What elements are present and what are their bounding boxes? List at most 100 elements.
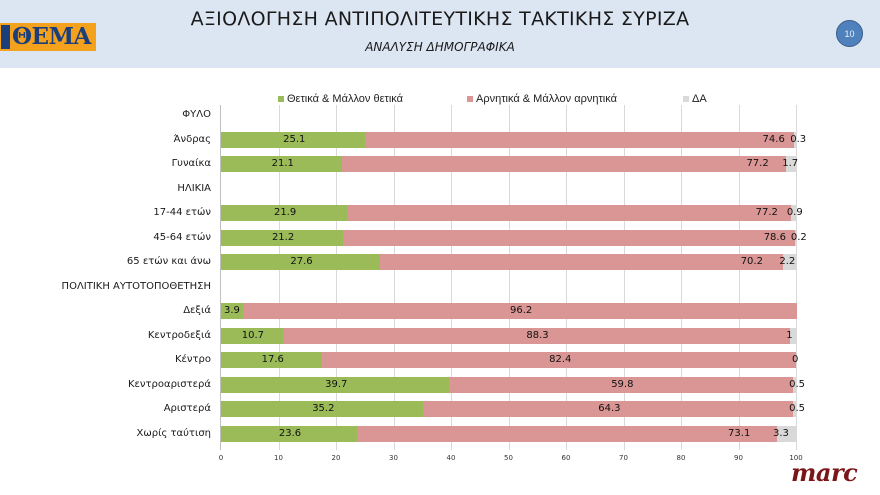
proto-thema-logo: ΘΕΜΑ <box>0 23 96 51</box>
bar-segment-dk <box>790 327 796 344</box>
category-label: Κεντροδεξιά <box>147 329 211 341</box>
data-label: 82.4 <box>549 354 572 365</box>
legend-label-dk: ΔΑ <box>692 93 707 105</box>
page-number-badge: 10 <box>836 20 863 47</box>
gridline <box>393 105 395 450</box>
category-label: Δεξιά <box>183 305 211 316</box>
x-axis-tick: 60 <box>561 454 571 462</box>
data-label: 59.8 <box>611 378 634 390</box>
legend-label-positive: Θετικά & Μάλλον θετικά <box>287 93 403 105</box>
data-label: 0.9 <box>786 207 803 218</box>
x-axis-tick: 80 <box>676 454 686 462</box>
data-label: 10.7 <box>241 329 265 341</box>
data-label: 96.2 <box>510 305 533 316</box>
bar-segment-dk <box>777 425 796 442</box>
legend-swatch-dk <box>683 96 689 102</box>
gridline <box>681 105 682 450</box>
bar-segment-negative <box>342 156 787 172</box>
bar-segment-dk <box>794 229 796 246</box>
gridline <box>566 105 567 450</box>
data-label: 23.6 <box>278 427 302 439</box>
bar-segment-negative <box>342 229 795 246</box>
category-label: ΠΟΛΙΤΙΚΗ ΑΥΤΟΤΟΠΟΘΕΤΗΣΗ <box>61 280 211 292</box>
data-label: 88.3 <box>526 329 549 341</box>
category-label: Κέντρο <box>174 354 211 365</box>
x-axis-tick: 70 <box>619 454 628 462</box>
data-label: 73.1 <box>728 427 751 439</box>
x-axis-tick: 40 <box>446 454 456 462</box>
logo-text: ΘΕΜΑ <box>12 23 91 50</box>
data-label: 74.6 <box>762 133 785 145</box>
data-label: 27.6 <box>290 256 313 267</box>
category-label: 45-64 ετών <box>153 231 211 243</box>
x-axis-tick: 20 <box>331 454 341 462</box>
bar-segment-negative <box>379 254 784 270</box>
data-label: 39.7 <box>325 378 348 390</box>
category-label: Κεντροαριστερά <box>127 378 211 390</box>
data-label: 25.1 <box>283 133 306 145</box>
category-label: 65 ετών και άνω <box>126 256 211 267</box>
chart-legend: Θετικά & Μάλλον θετικά Αρνητικά & Μάλλον… <box>0 93 880 109</box>
bar-segment-positive <box>221 352 323 368</box>
legend-swatch-positive <box>278 96 284 102</box>
bar-segment-negative <box>356 425 777 442</box>
data-label: 77.2 <box>746 158 769 169</box>
bar-segment-negative <box>282 327 791 344</box>
bar-segment-dk <box>794 131 796 148</box>
category-label: ΦΥΛΟ <box>182 109 211 120</box>
gridline <box>508 105 510 450</box>
data-label: 0.3 <box>790 133 807 145</box>
category-label: Γυναίκα <box>171 158 211 169</box>
data-label: 77.2 <box>755 207 778 218</box>
bar-segment-dk <box>790 205 796 221</box>
bar-segment-positive <box>221 229 343 246</box>
x-axis-tick: 90 <box>734 454 743 462</box>
bar-segment-negative <box>423 401 794 417</box>
gridline <box>278 105 280 450</box>
data-label: 1.7 <box>782 158 799 169</box>
category-label: ΗΛΙΚΙΑ <box>177 182 211 194</box>
x-axis-tick: 0 <box>218 454 224 462</box>
gridline <box>796 105 797 450</box>
data-label: 21.1 <box>271 158 294 169</box>
data-label: 0 <box>792 354 799 365</box>
bar-segment-positive <box>221 425 357 442</box>
y-axis-line <box>220 105 221 450</box>
data-label: 21.9 <box>273 207 297 218</box>
legend-swatch-negative <box>467 96 473 102</box>
category-label: Χωρίς ταύτιση <box>136 427 211 439</box>
bar-segment-positive <box>221 401 424 417</box>
logo-strip <box>1 25 10 49</box>
x-axis-tick: 30 <box>389 454 398 462</box>
bar-segment-dk <box>793 376 796 393</box>
data-label: 0.5 <box>789 403 806 414</box>
gridline <box>623 105 625 450</box>
data-label: 17.6 <box>261 354 284 365</box>
data-label: 21.2 <box>271 231 295 243</box>
x-axis-tick: 50 <box>504 454 513 462</box>
category-label: Άνδρας <box>173 133 211 145</box>
bar-segment-positive <box>221 205 347 221</box>
gridline <box>738 105 740 450</box>
data-label: 70.2 <box>740 256 763 267</box>
x-axis-tick: 10 <box>274 454 283 462</box>
legend-label-negative: Αρνητικά & Μάλλον αρνητικά <box>476 93 617 105</box>
gridline <box>336 105 337 450</box>
legend-item-positive: Θετικά & Μάλλον θετικά <box>278 93 403 105</box>
chart-title: ΑΞΙΟΛΟΓΗΣΗ ΑΝΤΙΠΟΛΙΤΕΥΤΙΚΗΣ ΤΑΚΤΙΚΗΣ ΣΥΡ… <box>190 8 690 30</box>
bar-segment-negative <box>243 303 797 319</box>
bar-segment-positive <box>221 156 343 172</box>
marc-logo: marc <box>791 458 858 487</box>
data-label: 1 <box>786 329 793 341</box>
header-band: ΘΕΜΑ ΑΞΙΟΛΟΓΗΣΗ ΑΝΤΙΠΟΛΙΤΕΥΤΙΚΗΣ ΤΑΚΤΙΚΗ… <box>0 0 880 68</box>
bar-segment-dk <box>783 254 796 270</box>
data-label: 3.3 <box>773 427 789 439</box>
bar-segment-dk <box>793 401 796 417</box>
chart-subtitle: ΑΝΑΛΥΣΗ ΔΗΜΟΓΡΑΦΙΚΑ <box>365 40 515 54</box>
bar-segment-dk <box>786 156 796 172</box>
data-label: 78.6 <box>763 231 786 243</box>
bar-segment-positive <box>221 131 366 148</box>
legend-item-negative: Αρνητικά & Μάλλον αρνητικά <box>467 93 617 105</box>
bar-segment-negative <box>449 376 794 393</box>
